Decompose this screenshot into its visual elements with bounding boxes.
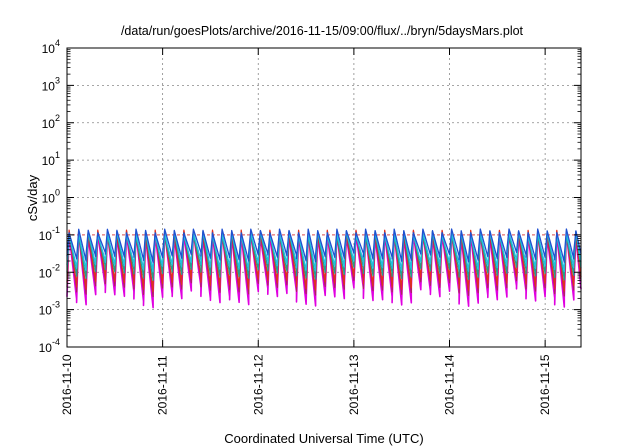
- x-tick-label: 2016-11-11: [156, 355, 170, 415]
- axis-ticks: [66, 47, 581, 348]
- series-lines: [66, 228, 582, 309]
- y-tick-label: 103: [42, 75, 60, 93]
- y-axis-label: cSv/day: [25, 174, 40, 221]
- series-line: [66, 230, 582, 281]
- tick-labels: 10-410-310-210-11001011021031042016-11-1…: [39, 38, 553, 415]
- y-tick-exponent: -4: [52, 337, 60, 347]
- y-tick-label: 100: [42, 188, 60, 206]
- x-axis-label: Coordinated Universal Time (UTC): [224, 431, 423, 446]
- y-tick-exponent: -1: [52, 225, 60, 235]
- y-tick-exponent: 2: [55, 113, 60, 123]
- series-line: [66, 230, 582, 273]
- y-tick-exponent: 3: [55, 75, 60, 85]
- y-tick-exponent: -2: [52, 262, 60, 272]
- x-tick-label: 2016-11-15: [538, 354, 552, 415]
- x-tick-label: 2016-11-12: [251, 354, 265, 415]
- series-line: [66, 228, 582, 264]
- y-tick-label: 10-4: [39, 337, 60, 355]
- x-tick-label: 2016-11-13: [347, 354, 361, 415]
- y-tick-label: 10-3: [39, 300, 60, 318]
- y-tick-label: 10-1: [39, 225, 60, 243]
- y-tick-exponent: -3: [52, 300, 60, 310]
- y-tick-exponent: 0: [55, 188, 60, 198]
- y-tick-label: 104: [42, 38, 60, 56]
- chart-title: /data/run/goesPlots/archive/2016-11-15/0…: [121, 24, 524, 38]
- series-line: [66, 229, 582, 293]
- y-tick-label: 10-2: [39, 262, 60, 280]
- y-tick-exponent: 1: [55, 150, 60, 160]
- y-tick-label: 101: [42, 150, 60, 168]
- y-tick-label: 102: [42, 113, 60, 131]
- x-tick-label: 2016-11-14: [443, 354, 457, 415]
- x-tick-label: 2016-11-10: [60, 354, 74, 415]
- y-tick-exponent: 4: [55, 38, 60, 48]
